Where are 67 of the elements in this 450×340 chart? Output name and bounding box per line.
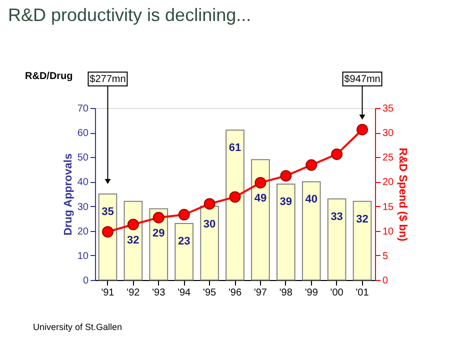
- bar: [226, 130, 244, 280]
- x-tick-label: '93: [152, 288, 166, 298]
- y-tick-label: 60: [77, 128, 89, 140]
- y2-tick-label: 10: [382, 226, 394, 238]
- x-tick-label: '97: [254, 288, 268, 298]
- x-tick-label: '98: [279, 288, 293, 298]
- point: [102, 226, 114, 238]
- y2-tick-label: 15: [382, 202, 394, 213]
- x-tick-label: '92: [126, 288, 140, 298]
- text: $277mn: [90, 74, 126, 85]
- point: [280, 170, 292, 182]
- bar: [276, 184, 296, 280]
- x-tick-label: '96: [228, 288, 242, 298]
- text: $947mn: [344, 74, 380, 85]
- x-tick-label: '01: [356, 288, 370, 298]
- y-axis-title: Drug Approvals: [62, 153, 74, 236]
- y2-tick-label: 25: [382, 152, 394, 164]
- y-tick-label: 0: [82, 276, 89, 286]
- y2-tick-label: 30: [382, 128, 394, 140]
- data-label: 32: [356, 213, 368, 226]
- bar: [302, 181, 321, 280]
- text: University of St.Gallen: [33, 322, 122, 332]
- y2-tick-label: 5: [382, 250, 388, 262]
- point: [152, 212, 164, 224]
- data-label: 40: [305, 194, 318, 206]
- point: [204, 198, 216, 210]
- chart-title: R&D productivity is declining...: [8, 5, 252, 25]
- y-tick-label: 30: [77, 202, 89, 213]
- data-label: 32: [127, 234, 140, 246]
- bar: [200, 206, 219, 280]
- bar: [251, 159, 270, 280]
- y-tick-label: 70: [77, 104, 89, 114]
- y2-axis-title: R&D Spend ($ bn): [396, 148, 409, 242]
- data-label: 39: [280, 196, 292, 208]
- point: [331, 148, 343, 160]
- bar: [352, 200, 372, 280]
- x-tick-label: '91: [101, 288, 115, 298]
- bar: [174, 222, 194, 280]
- y2-tick-label: 20: [382, 177, 394, 188]
- point: [306, 159, 318, 171]
- point: [178, 208, 190, 220]
- data-label: 23: [178, 235, 190, 248]
- bar: [149, 208, 168, 280]
- y2-tick-label: 0: [382, 276, 388, 286]
- bar: [98, 194, 118, 280]
- data-label: 30: [203, 218, 216, 230]
- x-tick-label: '00: [330, 288, 344, 298]
- data-label: 61: [228, 142, 242, 154]
- x-tick-label: '94: [178, 288, 192, 298]
- x-tick-label: '99: [304, 288, 318, 298]
- data-label: 35: [102, 206, 114, 218]
- y2-tick-label: 35: [382, 104, 394, 114]
- y-tick-label: 20: [77, 226, 89, 238]
- point: [127, 218, 139, 230]
- point: [356, 124, 368, 136]
- bar: [124, 200, 143, 280]
- data-label: 33: [330, 210, 343, 223]
- data-label: 49: [254, 192, 267, 205]
- point: [254, 176, 266, 188]
- y-tick-label: 10: [77, 250, 89, 262]
- data-label: 29: [152, 228, 165, 240]
- bar: [327, 198, 346, 280]
- x-tick-label: '95: [203, 288, 216, 298]
- y-tick-label: 40: [77, 177, 89, 188]
- point: [229, 191, 241, 203]
- text: R&D/Drug: [25, 71, 73, 82]
- y-tick-label: 50: [77, 152, 89, 164]
